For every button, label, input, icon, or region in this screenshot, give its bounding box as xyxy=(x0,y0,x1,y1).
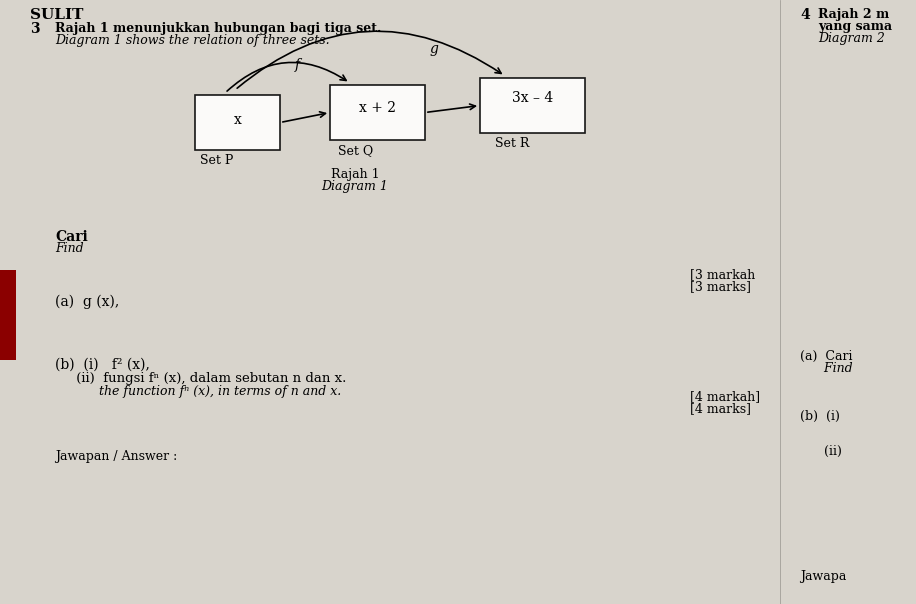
Text: (a)  Cari: (a) Cari xyxy=(800,350,853,363)
Text: 4: 4 xyxy=(800,8,810,22)
FancyBboxPatch shape xyxy=(330,85,425,140)
Text: g: g xyxy=(430,42,439,56)
FancyBboxPatch shape xyxy=(480,78,585,133)
Text: Cari: Cari xyxy=(55,230,88,244)
Text: (b)  (i)   f² (x),: (b) (i) f² (x), xyxy=(55,358,150,372)
Text: Diagram 1: Diagram 1 xyxy=(322,180,388,193)
Text: [3 markah: [3 markah xyxy=(690,268,756,281)
Text: Set R: Set R xyxy=(495,137,529,150)
Text: 3x – 4: 3x – 4 xyxy=(512,91,553,105)
Text: (ii): (ii) xyxy=(800,445,842,458)
Text: x: x xyxy=(234,113,242,127)
Text: Diagram 2: Diagram 2 xyxy=(818,32,885,45)
Text: [3 marks]: [3 marks] xyxy=(690,280,751,293)
Text: (a)  g (x),: (a) g (x), xyxy=(55,295,119,309)
Text: [4 marks]: [4 marks] xyxy=(690,402,751,415)
Text: Find: Find xyxy=(800,362,853,375)
Text: Diagram 1 shows the relation of three sets.: Diagram 1 shows the relation of three se… xyxy=(55,34,330,47)
Text: [4 markah]: [4 markah] xyxy=(690,390,760,403)
Text: Jawapan / Answer :: Jawapan / Answer : xyxy=(55,450,178,463)
Text: the function fⁿ (x), in terms of n and x.: the function fⁿ (x), in terms of n and x… xyxy=(55,385,342,398)
Text: (b)  (i): (b) (i) xyxy=(800,410,840,423)
Text: f: f xyxy=(295,58,300,72)
Text: Find: Find xyxy=(55,242,83,255)
Text: Rajah 2 m: Rajah 2 m xyxy=(818,8,889,21)
Text: Set P: Set P xyxy=(200,154,234,167)
Text: Rajah 1: Rajah 1 xyxy=(331,168,379,181)
Text: yang sama: yang sama xyxy=(818,20,892,33)
Text: SULIT: SULIT xyxy=(30,8,83,22)
FancyBboxPatch shape xyxy=(0,270,16,360)
Text: (ii)  fungsi fⁿ (x), dalam sebutan n dan x.: (ii) fungsi fⁿ (x), dalam sebutan n dan … xyxy=(55,372,346,385)
Text: Jawapa: Jawapa xyxy=(800,570,846,583)
Text: x + 2: x + 2 xyxy=(359,101,396,115)
FancyBboxPatch shape xyxy=(195,95,280,150)
Text: Set Q: Set Q xyxy=(338,144,373,157)
Text: Rajah 1 menunjukkan hubungan bagi tiga set.: Rajah 1 menunjukkan hubungan bagi tiga s… xyxy=(55,22,381,35)
Text: 3: 3 xyxy=(30,22,39,36)
